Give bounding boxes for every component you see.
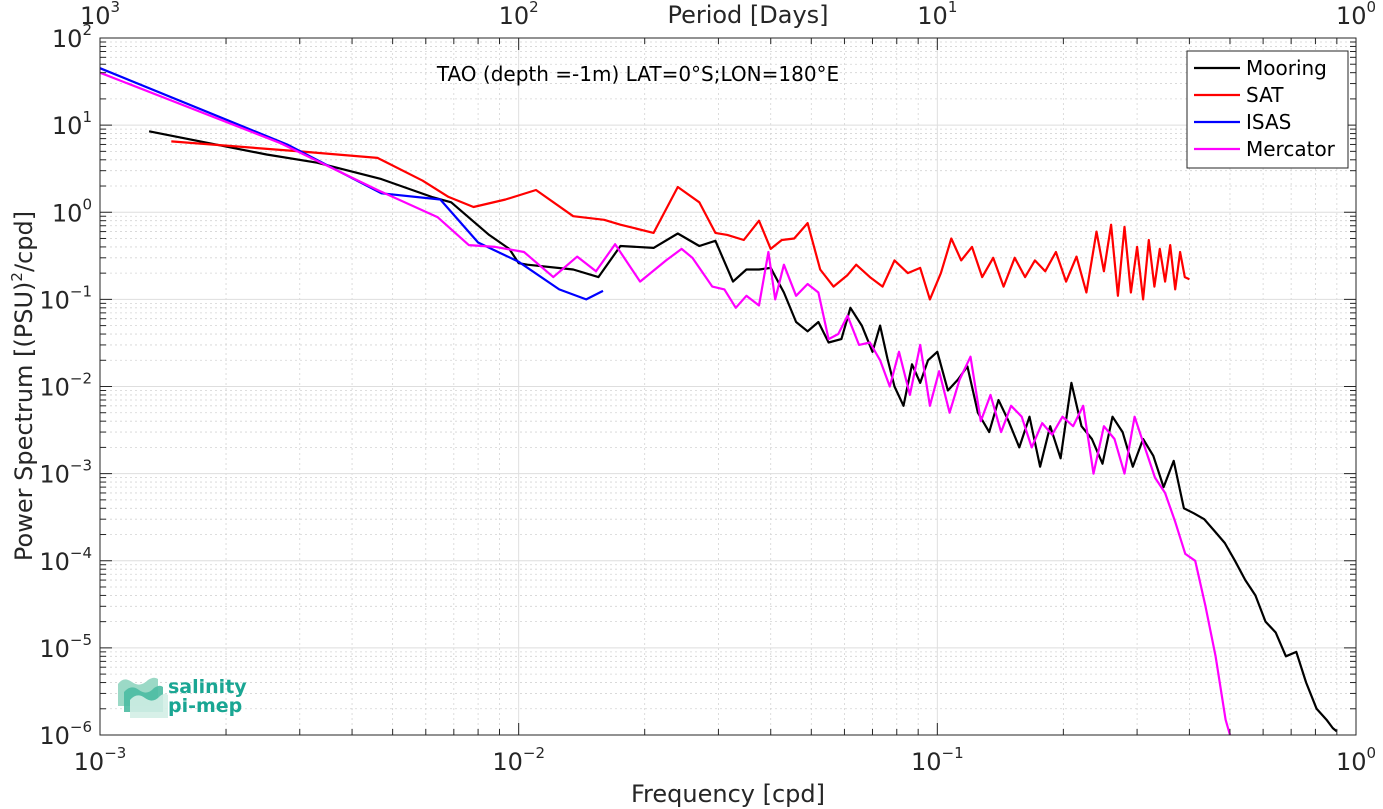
x2-tick-label: 102 — [499, 0, 539, 30]
y-tick-label: 10−1 — [39, 282, 92, 314]
top-axis-title: Period [Days] — [667, 1, 828, 29]
y-tick-label: 10−6 — [39, 718, 92, 750]
logo-line-2: pi-mep — [168, 695, 242, 717]
x-tick-label: 100 — [1336, 744, 1376, 776]
waves-icon — [118, 677, 168, 718]
minor-grid — [100, 38, 1356, 735]
legend-label-mooring: Mooring — [1246, 56, 1327, 80]
salinity-pi-mep-logo: salinity pi-mep — [118, 676, 247, 718]
x-tick-label: 10−2 — [492, 744, 545, 776]
series-group — [99, 67, 1338, 736]
legend-label-isas: ISAS — [1246, 110, 1291, 134]
logo-line-1: salinity — [168, 676, 247, 698]
x2-tick-label: 100 — [1336, 0, 1376, 30]
x-tick-label: 10−3 — [74, 744, 127, 776]
x-axis-title: Frequency [cpd] — [631, 780, 825, 808]
chart-title: TAO (depth =-1m) LAT=0°S;LON=180°E — [436, 62, 839, 86]
x2-tick-label: 101 — [917, 0, 957, 30]
y-tick-label: 100 — [52, 195, 92, 227]
y-axis-title-main: Power Spectrum [(PSU) — [10, 282, 38, 561]
y-axis-title-exp: 2 — [8, 272, 26, 282]
y-tick-label: 10−2 — [39, 370, 92, 402]
y-tick-label: 102 — [52, 21, 92, 53]
y-tick-label: 10−4 — [39, 544, 92, 576]
y-axis-title: Power Spectrum [(PSU)2/cpd] — [8, 211, 38, 561]
y-axis-title-tail: /cpd] — [10, 211, 38, 272]
axis-ticks — [99, 37, 1357, 736]
legend-label-mercator: Mercator — [1246, 137, 1336, 161]
y-tick-label: 10−5 — [39, 631, 92, 663]
y-tick-label: 10−3 — [39, 457, 92, 489]
y-tick-label: 101 — [52, 108, 92, 140]
series-line-mooring — [148, 130, 1338, 733]
legend: Mooring SAT ISAS Mercator — [1186, 50, 1349, 169]
x2-tick-label: 103 — [80, 0, 120, 30]
series-line-sat — [171, 140, 1190, 301]
legend-label-sat: SAT — [1246, 83, 1284, 107]
series-line-mercator — [99, 71, 1232, 736]
x-tick-label: 10−1 — [911, 744, 964, 776]
